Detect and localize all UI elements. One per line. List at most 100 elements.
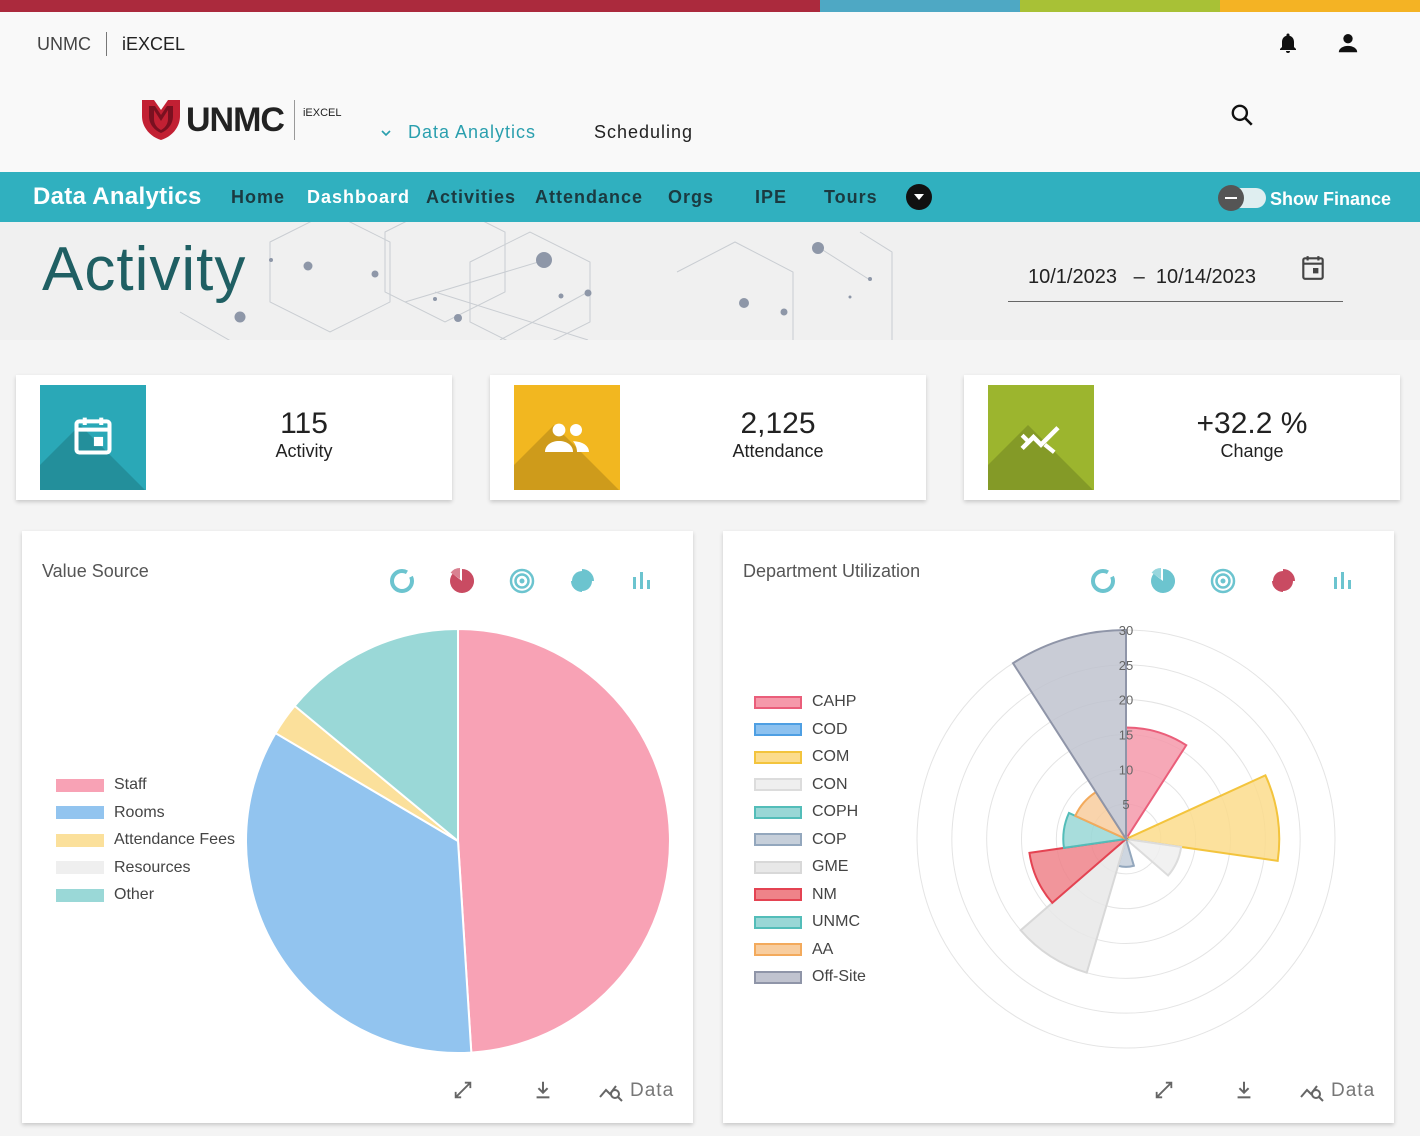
legend-item-cop[interactable]: COP (754, 831, 847, 849)
legend-item-unmc[interactable]: UNMC (754, 913, 860, 931)
legend-swatch (754, 695, 802, 709)
legend-label: Resources (114, 858, 191, 876)
polar-tick-label: 5 (1122, 797, 1129, 812)
value-source-pie-chart (245, 627, 671, 1054)
legend-item-resources[interactable]: Resources (56, 859, 190, 877)
download-button[interactable] (532, 1079, 554, 1101)
legend-swatch (56, 833, 104, 847)
chart-type-pie-button[interactable] (1149, 567, 1177, 595)
brand-stripe (0, 0, 1420, 12)
legend-item-rooms[interactable]: Rooms (56, 804, 165, 822)
account-button[interactable] (1333, 28, 1363, 58)
legend-swatch (56, 806, 104, 819)
chart-type-bar-button[interactable] (628, 567, 656, 595)
date-separator: – (1133, 266, 1145, 288)
logo-divider (293, 100, 295, 140)
chart-type-radial-button[interactable] (508, 567, 536, 595)
notifications-button[interactable] (1273, 28, 1303, 58)
person-icon (1338, 34, 1358, 53)
legend-item-nm[interactable]: NM (754, 886, 837, 904)
view-data-button[interactable]: Data (1299, 1079, 1375, 1103)
nav-activities[interactable]: Activities (426, 187, 517, 207)
download-icon (536, 1081, 550, 1099)
legend-swatch (754, 860, 802, 874)
legend-item-gme[interactable]: GME (754, 858, 848, 876)
iexcel-link[interactable]: iEXCEL (122, 33, 186, 54)
top-header: UNMC iEXCEL UNMC iEXCEL Data Analytics S… (0, 12, 1420, 172)
chart-type-polar-button[interactable] (568, 567, 596, 595)
legend-item-cod[interactable]: COD (754, 721, 848, 739)
legend-label: Attendance Fees (114, 831, 235, 848)
nav-dashboard[interactable]: Dashboard (307, 187, 411, 207)
legend-item-aa[interactable]: AA (754, 941, 833, 959)
legend-item-com[interactable]: COM (754, 748, 849, 766)
data-analytics-menu[interactable]: Data Analytics (378, 122, 536, 143)
legend-item-cahp[interactable]: CAHP (754, 693, 856, 711)
legend-swatch (754, 750, 802, 764)
nav-tours[interactable]: Tours (824, 187, 878, 207)
page-hero: Activity 10/1/2023 – 10/14/2023 (0, 222, 1420, 340)
legend-item-coph[interactable]: COPH (754, 803, 858, 821)
scheduling-link[interactable]: Scheduling (594, 122, 694, 142)
expand-button[interactable] (1153, 1079, 1175, 1101)
search-button[interactable] (1227, 100, 1257, 130)
polar-grid-ring (951, 664, 1301, 1014)
value-source-card: Value Source Staff Rooms Attendance Fees Re… (22, 531, 693, 1123)
chart-type-polar-button[interactable] (1269, 567, 1297, 595)
stat-tile-change (988, 385, 1094, 490)
polar-segment-gme (1019, 836, 1128, 974)
hexagon-network-decoration (179, 222, 893, 340)
data-insights-icon (599, 1085, 623, 1102)
download-button[interactable] (1233, 1079, 1255, 1101)
date-end: 10/14/2023 (1155, 266, 1257, 288)
legend-item-con[interactable]: CON (754, 776, 848, 794)
legend-item-attendance-fees[interactable]: Attendance Fees (56, 831, 235, 849)
polar-segment-unmc (1062, 811, 1130, 850)
data-insights-icon (1300, 1085, 1324, 1102)
date-range-picker[interactable]: 10/1/2023 – 10/14/2023 (1008, 252, 1343, 302)
nav-more-button[interactable] (906, 184, 932, 210)
stat-label-attendance: Attendance (732, 441, 824, 461)
legend-item-off-site[interactable]: Off-Site (754, 968, 866, 986)
legend-label: UNMC (812, 913, 860, 930)
expand-button[interactable] (452, 1079, 474, 1101)
stat-tile-activity (40, 385, 146, 490)
polar-grid-ring (986, 699, 1266, 979)
unmc-logo[interactable]: UNMC iEXCEL (140, 98, 342, 142)
nav-ipe[interactable]: IPE (755, 187, 788, 207)
stat-value-attendance: 2,125 (740, 407, 816, 440)
bar-chart-icon (1334, 572, 1351, 589)
legend-label: AA (812, 940, 834, 958)
legend-item-other[interactable]: Other (56, 886, 154, 904)
legend-item-staff[interactable]: Staff (56, 776, 147, 794)
chart-type-pie-button[interactable] (448, 567, 476, 595)
nav-orgs[interactable]: Orgs (668, 187, 715, 207)
expand-icon (454, 1081, 472, 1099)
chart-type-doughnut-button[interactable] (1089, 567, 1117, 595)
expand-icon (1155, 1081, 1173, 1099)
legend-label: COP (812, 830, 847, 848)
polar-segment-off-site (1011, 628, 1127, 843)
logo-iexcel: iEXCEL (302, 107, 342, 119)
radial-icon (1210, 568, 1236, 594)
stat-label-activity: Activity (275, 441, 333, 461)
stat-label-change: Change (1220, 441, 1284, 461)
stat-value-change: +32.2 % (1196, 407, 1308, 440)
page-title: Activity (42, 235, 247, 304)
chart-type-radial-button[interactable] (1209, 567, 1237, 595)
nav-home[interactable]: Home (231, 187, 286, 207)
chevron-down-icon (381, 129, 391, 136)
navbar-brand[interactable]: Data Analytics (33, 183, 202, 210)
view-data-button[interactable]: Data (598, 1079, 674, 1103)
caret-down-icon (914, 194, 924, 200)
trend-icon (1020, 426, 1060, 454)
nav-attendance[interactable]: Attendance (535, 187, 644, 207)
legend-swatch (754, 970, 802, 984)
app-navbar: Data Analytics Home Dashboard Activities… (0, 172, 1420, 222)
date-range-calendar-button[interactable] (1300, 254, 1326, 287)
data-analytics-label: Data Analytics (408, 122, 537, 142)
unmc-link[interactable]: UNMC (37, 33, 91, 54)
show-finance-toggle[interactable] (1218, 185, 1266, 211)
chart-type-doughnut-button[interactable] (388, 567, 416, 595)
chart-type-bar-button[interactable] (1329, 567, 1357, 595)
